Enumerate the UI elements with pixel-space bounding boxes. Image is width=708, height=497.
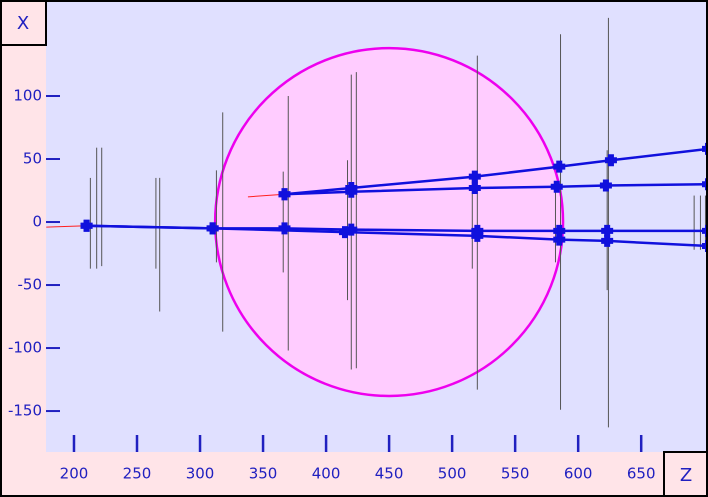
hit-marker <box>468 170 481 183</box>
x-tick-label: 350 <box>249 465 278 483</box>
hit-marker <box>553 160 566 173</box>
x-tick-label: 650 <box>627 465 656 483</box>
x-axis-label: Z <box>680 465 692 486</box>
hit-marker <box>604 154 617 167</box>
x-tick-label: 300 <box>186 465 215 483</box>
hit-marker <box>702 142 706 155</box>
hit-marker <box>702 239 706 252</box>
track <box>46 225 87 228</box>
hit-marker <box>550 180 563 193</box>
x-tick-label: 550 <box>501 465 530 483</box>
y-axis-label: X <box>17 13 29 34</box>
x-tick-label: 250 <box>123 465 152 483</box>
hit-marker <box>599 179 612 192</box>
track <box>284 182 706 196</box>
track <box>247 193 285 198</box>
hit-marker <box>702 178 706 191</box>
hit-marker <box>601 224 614 237</box>
y-tick-label: -150 <box>8 402 42 420</box>
hit-marker <box>553 233 566 246</box>
x-tick-label: 400 <box>312 465 341 483</box>
hit-marker <box>278 188 291 201</box>
y-tick-label: -100 <box>8 339 42 357</box>
hit-marker <box>206 222 219 235</box>
x-tick-label: 600 <box>564 465 593 483</box>
hit-marker <box>471 229 484 242</box>
hit-marker <box>702 224 706 237</box>
detector-circle <box>213 46 565 398</box>
hit-marker <box>345 185 358 198</box>
y-tick-label: -50 <box>18 276 43 294</box>
plot-content <box>46 17 706 428</box>
axes: -150 -100 -50 0 50 100 200 250 300 350 400 450 500 55… <box>8 87 656 483</box>
x-tick-label: 450 <box>375 465 404 483</box>
hit-marker <box>338 226 351 239</box>
y-tick-label: 0 <box>32 213 42 231</box>
hit-marker <box>80 219 93 232</box>
x-tick-label: 500 <box>438 465 467 483</box>
y-label-box <box>0 0 47 46</box>
x-tick-label: 200 <box>60 465 89 483</box>
track <box>284 147 706 196</box>
y-tick-label: 50 <box>23 150 42 168</box>
hit-marker <box>468 181 481 194</box>
hit-marker <box>601 234 614 247</box>
y-tick-label: 100 <box>13 87 42 105</box>
